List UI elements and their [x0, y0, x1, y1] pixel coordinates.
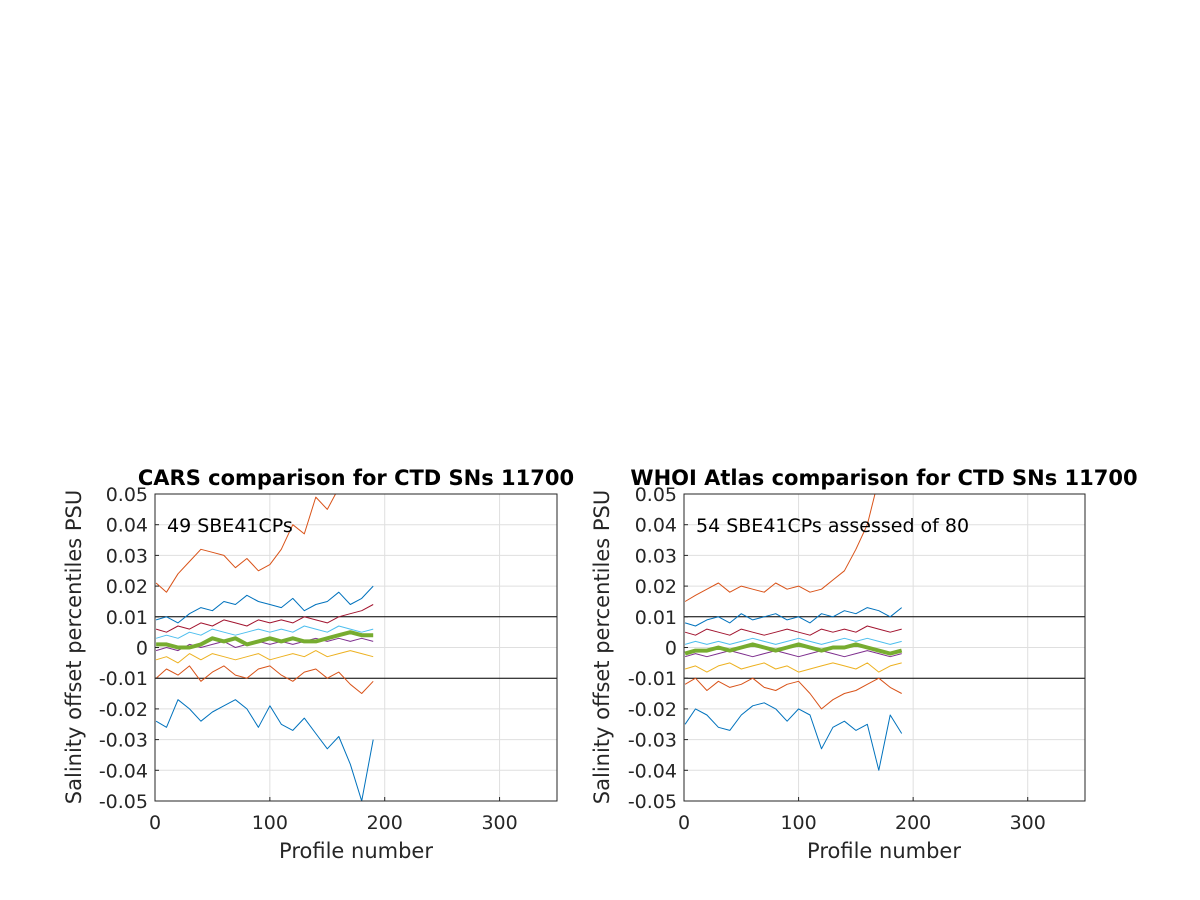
left-series-line-1 [155, 699, 374, 801]
right-y-tick-label: -0.05 [628, 791, 677, 813]
right-panel: 0 100 200 300 -0.05 -0.04 -0.03 -0.02 -0.01 0 0.01… [590, 466, 1138, 863]
right-y-tick-label: 0 [665, 638, 677, 660]
left-y-tick-label: 0 [136, 638, 148, 660]
right-series-line-6 [684, 625, 902, 636]
right-series-line-9 [684, 642, 903, 656]
left-y-tick-label: 0.02 [106, 576, 148, 598]
right-y-tick-label: -0.03 [628, 730, 677, 752]
left-y-tick-label: 0.03 [106, 545, 148, 567]
right-series-line-3 [684, 662, 902, 673]
left-y-tick-label: -0.02 [99, 699, 148, 721]
left-x-tick-label: 200 [367, 812, 403, 834]
right-y-tick-label: 0.03 [635, 545, 677, 567]
right-annotation: 54 SBE41CPs assessed of 80 [696, 515, 969, 537]
left-x-axis-label: Profile number [279, 839, 433, 863]
right-series-line-5 [684, 637, 902, 645]
left-panel: 0 100 200 300 -0.05 -0.04 -0.03 -0.02 -0.01 0 0.01… [62, 466, 574, 863]
left-y-axis-label: Salinity offset percentiles PSU [62, 490, 86, 804]
right-chart-title: WHOI Atlas comparison for CTD SNs 11700 [630, 466, 1137, 490]
left-series-line-7 [155, 585, 374, 624]
right-y-tick-label: 0.05 [635, 484, 677, 506]
left-y-tick-label: 0.01 [106, 607, 148, 629]
right-x-tick-label: 300 [1010, 812, 1046, 834]
right-y-axis-label: Salinity offset percentiles PSU [590, 490, 614, 804]
left-y-tick-label: -0.03 [99, 730, 148, 752]
left-y-tick-label: -0.01 [99, 668, 148, 690]
left-annotation: 49 SBE41CPs [167, 515, 293, 537]
right-x-tick-label: 0 [678, 812, 690, 834]
right-reference-lines [684, 616, 1085, 679]
right-y-tick-label: 0.04 [635, 515, 677, 537]
left-series-line-2 [155, 665, 374, 694]
left-series-line-3 [155, 650, 374, 664]
right-y-tick-label: -0.02 [628, 699, 677, 721]
left-ticks: 0 100 200 300 -0.05 -0.04 -0.03 -0.02 -0.01 0 0.01… [99, 484, 518, 834]
right-ticks: 0 100 200 300 -0.05 -0.04 -0.03 -0.02 -0.01 0 0.01… [628, 484, 1046, 834]
right-x-axis-label: Profile number [807, 839, 961, 863]
left-y-tick-label: 0.04 [106, 515, 148, 537]
right-series-line-8 [684, 494, 876, 602]
left-series [155, 494, 374, 801]
left-x-tick-label: 0 [149, 812, 161, 834]
right-series-line-7 [684, 607, 903, 627]
right-y-tick-label: -0.01 [628, 668, 677, 690]
right-series-line-1 [684, 702, 903, 771]
right-series [684, 494, 903, 771]
left-series-line-5 [155, 625, 374, 639]
left-series-line-9 [156, 630, 374, 650]
right-series-line-4 [684, 650, 902, 658]
left-y-tick-label: -0.04 [99, 760, 148, 782]
left-x-tick-label: 300 [481, 812, 517, 834]
left-y-tick-label: -0.05 [99, 791, 148, 813]
right-y-tick-label: -0.04 [628, 760, 677, 782]
right-series-line-2 [684, 677, 902, 710]
left-y-tick-label: 0.05 [106, 484, 148, 506]
right-x-tick-label: 100 [780, 812, 816, 834]
right-x-tick-label: 200 [895, 812, 931, 834]
right-y-tick-label: 0.01 [635, 607, 677, 629]
left-series-line-6 [155, 604, 374, 633]
left-reference-lines [155, 616, 557, 679]
left-chart-title: CARS comparison for CTD SNs 11700 [138, 466, 574, 490]
left-x-tick-label: 100 [252, 812, 288, 834]
left-series-line-8 [155, 494, 337, 593]
right-y-tick-label: 0.02 [635, 576, 677, 598]
